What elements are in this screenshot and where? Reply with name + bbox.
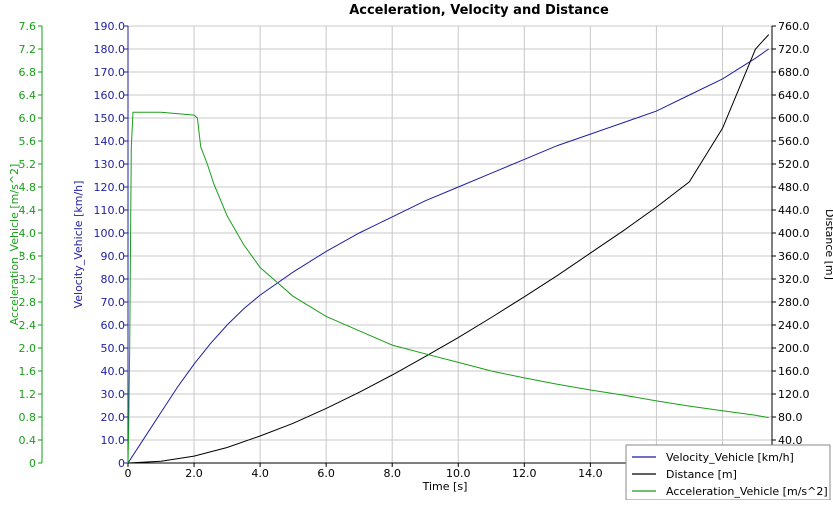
velocity-tick-label: 30.0 xyxy=(101,388,126,401)
distance-tick-label: 280.0 xyxy=(778,296,810,309)
acceleration-tick-label: 4.8 xyxy=(19,181,37,194)
acceleration-tick-label: 6.8 xyxy=(19,66,37,79)
velocity-tick-label: 190.0 xyxy=(94,20,126,33)
distance-tick-label: 680.0 xyxy=(778,66,810,79)
axes: 02.04.06.08.010.012.014.016.000.40.81.21… xyxy=(8,20,833,493)
distance-tick-label: 320.0 xyxy=(778,273,810,286)
distance-tick-label: 600.0 xyxy=(778,112,810,125)
acceleration-tick-label: 0.4 xyxy=(19,434,37,447)
acceleration-tick-label: 4.0 xyxy=(19,227,37,240)
velocity-tick-label: 80.0 xyxy=(101,273,126,286)
distance-tick-label: 440.0 xyxy=(778,204,810,217)
acceleration-tick-label: 7.6 xyxy=(19,20,37,33)
x-axis-title: Time [s] xyxy=(422,480,468,493)
x-tick-label: 6.0 xyxy=(317,467,335,480)
acceleration-series-line xyxy=(127,111,769,464)
distance-tick-label: 160.0 xyxy=(778,365,810,378)
acceleration-tick-label: 4.4 xyxy=(19,204,37,217)
distance-tick-label: 560.0 xyxy=(778,135,810,148)
velocity-tick-label: 120.0 xyxy=(94,181,126,194)
legend: Velocity_Vehicle [km/h] Distance [m] Accel… xyxy=(625,444,831,501)
legend-label: Distance [m] xyxy=(666,468,737,481)
acceleration-tick-label: 6.0 xyxy=(19,112,37,125)
velocity-tick-label: 10.0 xyxy=(101,434,126,447)
velocity-axis-title: Velocity_Vehicle [km/h] xyxy=(72,181,85,309)
velocity-tick-label: 100.0 xyxy=(94,227,126,240)
distance-tick-label: 400.0 xyxy=(778,227,810,240)
velocity-tick-label: 140.0 xyxy=(94,135,126,148)
distance-series-line xyxy=(127,34,770,464)
acceleration-tick-label: 2.0 xyxy=(19,342,37,355)
distance-tick-label: 720.0 xyxy=(778,43,810,56)
velocity-tick-label: 60.0 xyxy=(101,319,126,332)
acceleration-tick-label: 3.6 xyxy=(19,250,37,263)
series-layer xyxy=(127,34,770,464)
acceleration-tick-label: 2.4 xyxy=(19,319,37,332)
acceleration-tick-label: 5.6 xyxy=(19,135,37,148)
grid-lines xyxy=(127,25,772,464)
distance-tick-label: 200.0 xyxy=(778,342,810,355)
velocity-tick-label: 70.0 xyxy=(101,296,126,309)
legend-box xyxy=(625,444,831,501)
distance-tick-label: 760.0 xyxy=(778,20,810,33)
acceleration-tick-label: 0.8 xyxy=(19,411,37,424)
distance-tick-label: 40.0 xyxy=(778,434,803,447)
x-tick-label: 4.0 xyxy=(251,467,269,480)
distance-tick-label: 480.0 xyxy=(778,181,810,194)
velocity-tick-label: 40.0 xyxy=(101,365,126,378)
velocity-tick-label: 20.0 xyxy=(101,411,126,424)
acceleration-tick-label: 2.8 xyxy=(19,296,37,309)
velocity-tick-label: 150.0 xyxy=(94,112,126,125)
distance-tick-label: 520.0 xyxy=(778,158,810,171)
acceleration-tick-label: 7.2 xyxy=(19,43,37,56)
velocity-tick-label: 90.0 xyxy=(101,250,126,263)
legend-label: Acceleration_Vehicle [m/s^2] xyxy=(666,485,828,498)
velocity-tick-label: 180.0 xyxy=(94,43,126,56)
x-tick-label: 0 xyxy=(125,467,132,480)
acceleration-tick-label: 1.6 xyxy=(19,365,37,378)
x-tick-label: 8.0 xyxy=(383,467,401,480)
x-tick-label: 2.0 xyxy=(185,467,203,480)
acceleration-tick-label: 0 xyxy=(29,457,36,470)
x-tick-label: 12.0 xyxy=(512,467,537,480)
velocity-tick-label: 0 xyxy=(118,457,125,470)
x-tick-label: 14.0 xyxy=(578,467,603,480)
distance-tick-label: 360.0 xyxy=(778,250,810,263)
acceleration-tick-label: 1.2 xyxy=(19,388,37,401)
acceleration-axis-title: Acceleration_Vehicle [m/s^2] xyxy=(8,164,21,326)
acceleration-tick-label: 3.2 xyxy=(19,273,37,286)
distance-axis-title: Distance [m] xyxy=(823,209,833,280)
distance-tick-label: 80.0 xyxy=(778,411,803,424)
plot-area xyxy=(128,26,772,463)
distance-tick-label: 240.0 xyxy=(778,319,810,332)
x-tick-label: 10.0 xyxy=(446,467,471,480)
velocity-series-line xyxy=(127,48,769,464)
distance-tick-label: 640.0 xyxy=(778,89,810,102)
velocity-tick-label: 170.0 xyxy=(94,66,126,79)
acceleration-tick-label: 5.2 xyxy=(19,158,37,171)
velocity-tick-label: 50.0 xyxy=(101,342,126,355)
velocity-tick-label: 160.0 xyxy=(94,89,126,102)
velocity-tick-label: 130.0 xyxy=(94,158,126,171)
chart-title: Acceleration, Velocity and Distance xyxy=(349,3,609,18)
distance-tick-label: 120.0 xyxy=(778,388,810,401)
velocity-tick-label: 110.0 xyxy=(94,204,126,217)
acceleration-tick-label: 6.4 xyxy=(19,89,37,102)
legend-label: Velocity_Vehicle [km/h] xyxy=(666,451,794,464)
